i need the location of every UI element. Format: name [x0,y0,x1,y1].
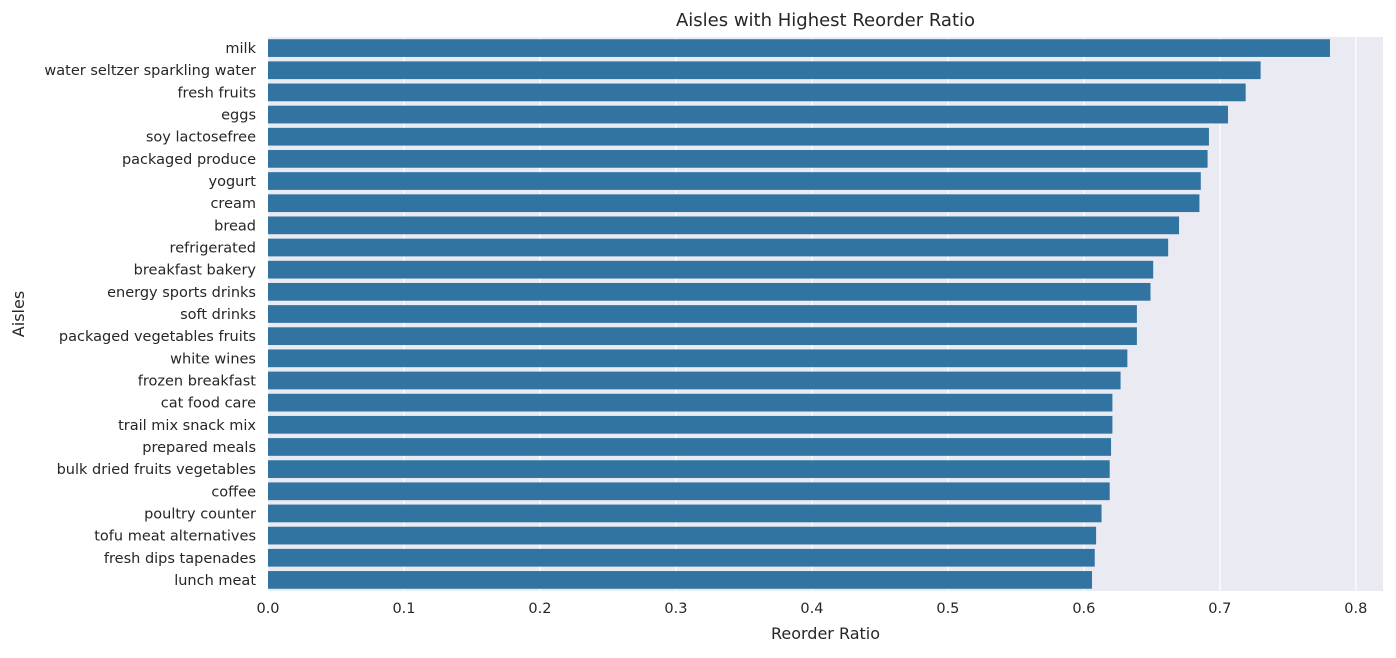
bar [268,172,1201,190]
bar [268,305,1137,323]
x-tick-label: 0.4 [800,601,823,617]
y-tick-label: coffee [211,484,256,500]
y-tick-label: lunch meat [174,573,256,589]
bar [268,260,1154,279]
bars [268,39,1330,589]
x-tick-label: 0.1 [392,601,415,617]
y-tick-label: white wines [170,351,256,367]
bar [268,415,1113,434]
x-axis-label: Reorder Ratio [771,624,880,643]
chart-title: Aisles with Highest Reorder Ratio [676,10,975,31]
x-tick-labels: 0.0 0.1 0.2 0.3 0.4 0.5 0.6 0.7 0.8 [256,601,1367,617]
y-tick-label: frozen breakfast [138,373,257,389]
y-tick-label: yogurt [209,174,257,190]
bar [268,393,1113,412]
bar [268,438,1112,456]
y-tick-label: soy lactosefree [146,130,256,146]
bar [268,83,1246,102]
x-tick-label: 0.8 [1344,601,1367,617]
y-tick-label: trail mix snack mix [118,418,256,434]
x-tick-label: 0.7 [1208,601,1231,617]
y-tick-label: prepared meals [142,440,256,456]
y-axis-label: Aisles [9,291,28,337]
y-tick-label: fresh dips tapenades [104,551,256,567]
y-tick-label: packaged vegetables fruits [59,329,256,345]
x-tick-label: 0.3 [664,601,687,617]
y-tick-label: packaged produce [122,152,256,168]
y-tick-label: water seltzer sparkling water [44,63,256,79]
bar [268,238,1169,257]
y-tick-label: breakfast bakery [134,263,257,279]
bar [268,194,1200,213]
y-tick-label: milk [225,41,256,57]
bar [268,526,1097,545]
y-tick-label: tofu meat alternatives [94,529,256,545]
y-tick-label: soft drinks [180,307,256,323]
bar [268,150,1208,168]
y-tick-label: cat food care [161,396,256,412]
bar [268,371,1121,390]
bar [268,482,1110,501]
y-tick-label: energy sports drinks [107,285,256,301]
bar [268,39,1330,57]
bar [268,571,1093,589]
bar [268,216,1180,235]
y-tick-label: poultry counter [144,506,256,522]
bar [268,504,1102,523]
bar [268,327,1137,346]
y-tick-labels: milk water seltzer sparkling water fresh f… [44,41,256,589]
y-tick-label: bulk dried fruits vegetables [57,462,256,478]
y-tick-label: bread [214,218,256,234]
x-tick-label: 0.0 [256,601,279,617]
bar [268,61,1261,80]
x-tick-label: 0.6 [1072,601,1095,617]
y-tick-label: cream [210,196,256,212]
bar [268,548,1095,567]
bar [268,105,1228,124]
y-tick-label: eggs [221,108,256,124]
bar [268,460,1110,478]
bar [268,349,1128,368]
bar [268,127,1209,146]
bar [268,282,1151,301]
y-tick-label: refrigerated [170,241,256,257]
y-tick-label: fresh fruits [177,85,256,101]
x-tick-label: 0.2 [528,601,551,617]
x-tick-label: 0.5 [936,601,959,617]
